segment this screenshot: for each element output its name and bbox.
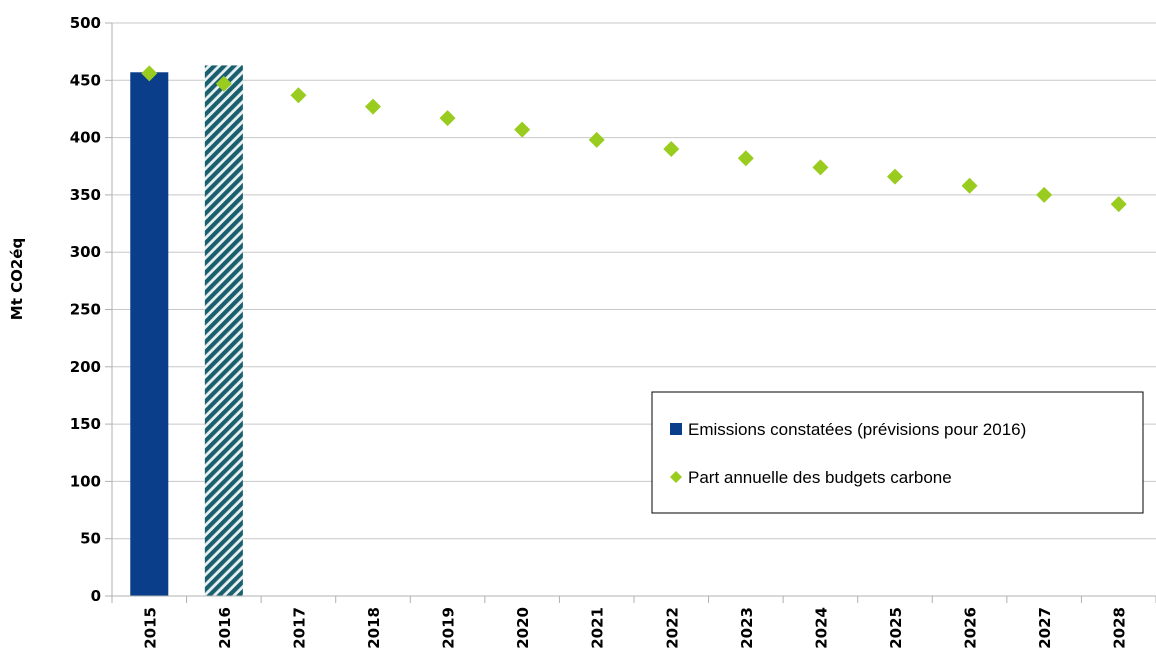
axes [111,23,1156,603]
budget-marker [961,177,978,194]
y-tick-label: 0 [91,587,101,605]
x-tick-label: 2026 [962,607,980,649]
legend-label-budget: Part annuelle des budgets carbone [688,468,952,487]
legend-swatch-diamond [670,471,682,483]
bar-emissions [130,72,169,596]
bars [130,65,243,597]
x-tick-label: 2015 [141,607,159,649]
y-tick-label: 300 [70,243,101,261]
budget-marker [887,168,903,185]
x-tick-label: 2027 [1036,607,1054,649]
y-tick-label: 200 [70,358,101,376]
x-tick-label: 2028 [1111,607,1129,649]
legend-box [651,391,1144,514]
budget-marker [514,121,531,138]
x-tick-label: 2021 [589,607,607,649]
legend-swatch-bar [670,423,682,435]
x-tick-label: 2023 [738,607,756,649]
markers [141,65,1127,213]
x-tick-label: 2022 [663,607,681,649]
budget-marker [812,159,829,176]
y-tick-label: 100 [70,472,101,490]
x-tick-label: 2017 [290,607,308,649]
y-tick-label: 350 [70,186,101,204]
y-tick-labels: 0 50 100 150 200 250 300 350 400 450 500 [70,14,101,605]
x-tick-label: 2024 [812,607,830,649]
budget-marker [290,87,307,104]
bar-forecast [204,65,243,597]
x-tick-label: 2025 [887,607,905,649]
x-tick-label: 2016 [216,607,234,649]
y-tick-label: 400 [70,129,101,147]
x-tick-label: 2019 [440,607,458,649]
y-axis-title: Mt CO2éq [8,238,26,320]
y-tick-label: 250 [70,301,101,319]
x-tick-labels: 2015 2016 2017 2018 2019 2020 2021 2022 2023 2024… [141,607,1128,649]
budget-marker [365,98,381,115]
budget-marker [1036,186,1053,203]
legend-label-emissions: Emissions constatées (prévisions pour 20… [688,420,1026,439]
x-tick-label: 2018 [365,607,383,649]
budget-marker [215,75,232,92]
y-tick-label: 50 [80,530,101,548]
y-tick-label: 450 [70,71,101,89]
budget-marker [663,141,680,158]
legend: Emissions constatées (prévisions pour 20… [651,391,1144,514]
gridlines [105,22,1156,597]
budget-marker [737,150,754,167]
budget-marker [1110,196,1127,213]
budget-marker [588,131,605,148]
y-tick-label: 500 [70,14,101,32]
budget-marker [141,65,158,82]
y-tick-label: 150 [70,415,101,433]
budget-marker [439,110,456,127]
x-tick-label: 2020 [514,607,532,649]
